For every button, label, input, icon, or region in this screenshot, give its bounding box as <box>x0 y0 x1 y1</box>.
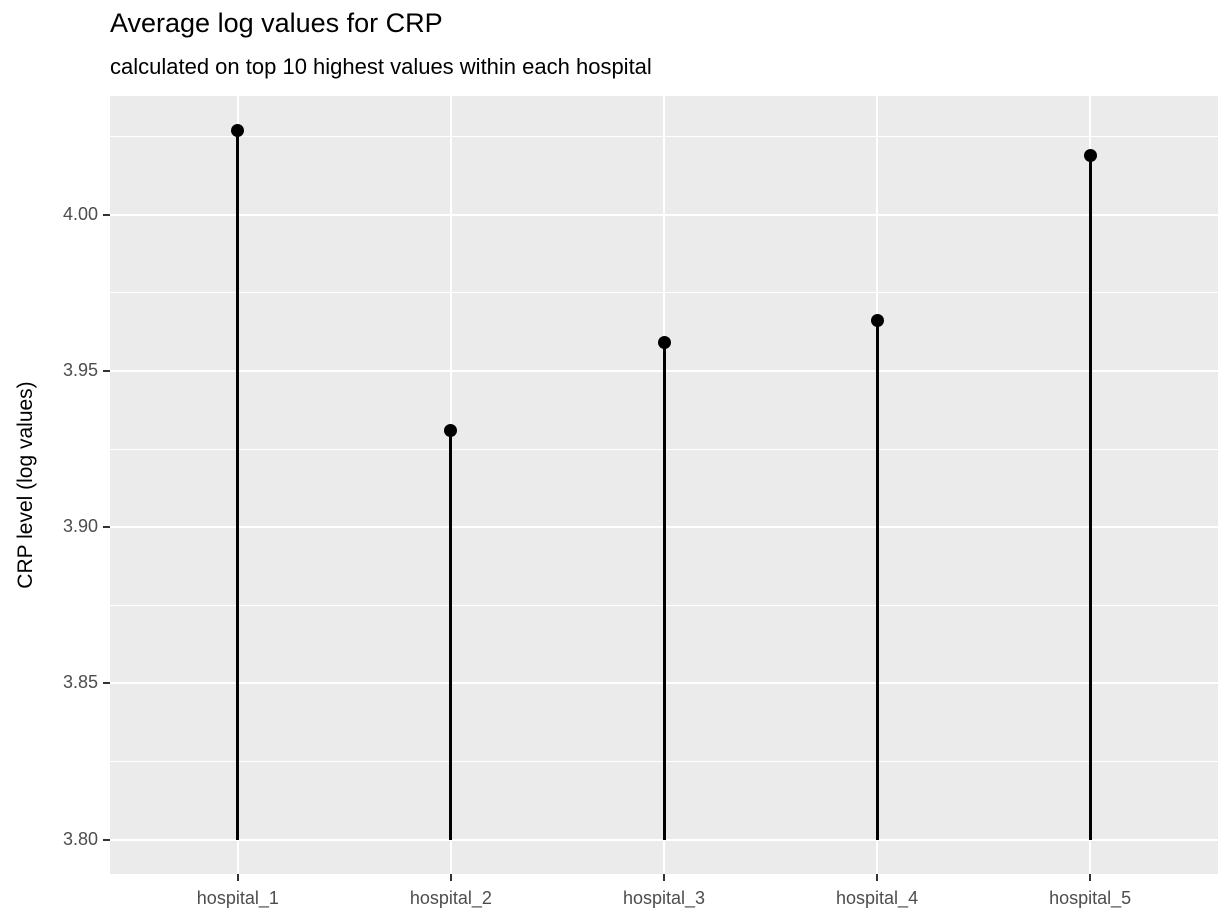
y-tick-label: 3.95 <box>62 359 98 380</box>
data-point-hospital_4 <box>870 314 884 328</box>
x-tick-mark <box>876 874 879 881</box>
chart-subtitle: calculated on top 10 highest values with… <box>110 54 652 79</box>
stem-hospital_4 <box>875 320 879 840</box>
x-tick-label-hospital_3: hospital_3 <box>622 888 706 908</box>
plot-panel <box>110 96 1218 874</box>
y-tick-mark <box>103 213 110 216</box>
y-tick-mark <box>103 682 110 685</box>
x-tick-label-hospital_2: hospital_2 <box>409 888 492 908</box>
x-tick-mark <box>1089 874 1092 881</box>
y-tick-mark <box>103 369 110 372</box>
stem-hospital_1 <box>236 130 240 840</box>
data-point-hospital_2 <box>444 423 458 437</box>
x-tick-mark <box>449 874 452 881</box>
x-tick-label-hospital_1: hospital_1 <box>196 888 279 908</box>
x-tick-mark <box>236 874 239 881</box>
y-tick-label: 3.85 <box>62 672 98 693</box>
y-tick-label: 3.80 <box>62 828 98 849</box>
x-tick-mark <box>663 874 665 881</box>
x-tick-label-hospital_4: hospital_4 <box>836 888 919 908</box>
data-point-hospital_1 <box>231 123 245 137</box>
y-tick-mark <box>103 838 110 841</box>
data-point-hospital_5 <box>1083 148 1097 162</box>
chart-title: Average log values for CRP <box>110 8 443 38</box>
y-tick-label: 3.90 <box>62 516 98 537</box>
y-axis-title: CRP level (log values) <box>14 381 37 589</box>
y-tick-label: 4.00 <box>62 203 98 224</box>
stem-hospital_5 <box>1088 155 1092 840</box>
stem-hospital_2 <box>449 430 453 840</box>
data-point-hospital_3 <box>657 336 671 350</box>
x-tick-label-hospital_5: hospital_5 <box>1049 888 1132 908</box>
stem-hospital_3 <box>662 342 666 840</box>
y-tick-mark <box>103 526 110 529</box>
